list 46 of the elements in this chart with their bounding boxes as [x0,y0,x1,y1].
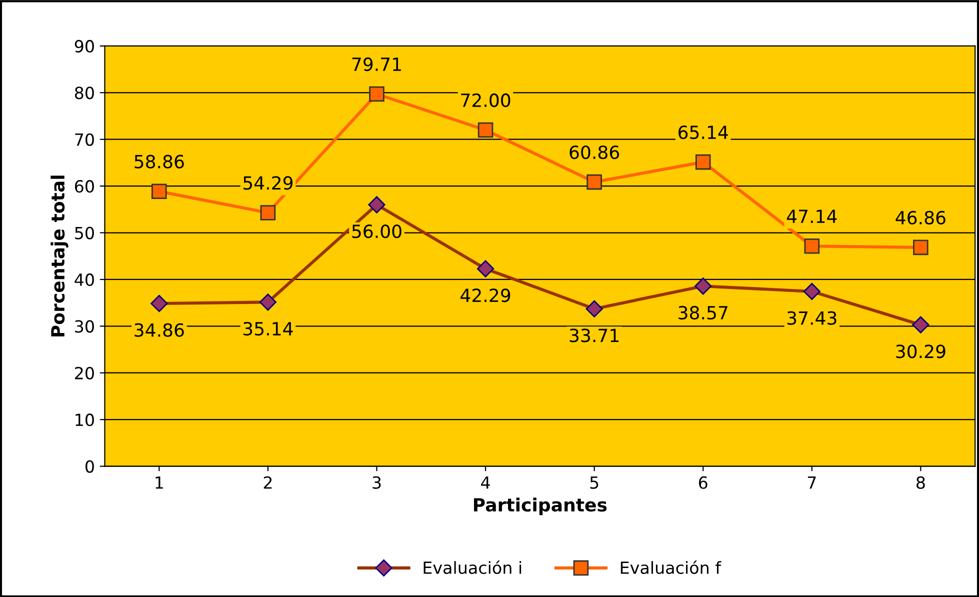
y-tick-label: 10 [76,414,94,426]
x-tick-label: 6 [698,476,708,489]
point [260,205,276,220]
y-tick-label: 20 [75,366,94,380]
data-label: 65.14 [678,125,728,140]
x-tick-label: 5 [590,476,598,489]
point [913,240,928,256]
x-axis-title: Participantes [474,498,607,516]
legend-label: Evaluación f [620,560,722,574]
x-tick-label: 1 [156,476,163,489]
y-tick-label: 0 [86,460,94,473]
data-label: 58.86 [134,154,184,168]
data-label: 46.86 [896,210,946,224]
y-tick-label: 60 [74,180,94,193]
point [478,122,494,138]
point [369,86,384,102]
y-tick-label: 80 [74,86,94,100]
x-tick-label: 4 [481,476,490,489]
y-tick-label: 50 [75,226,94,240]
y-tick-label: 90 [74,40,94,53]
data-label: 60.86 [570,145,620,160]
data-label: 56.00 [352,224,402,238]
data-label: 42.29 [460,288,510,302]
legend-label: Evaluación i [424,560,522,574]
data-label: 38.57 [678,306,728,320]
y-tick-label: 70 [75,133,94,146]
data-label: 47.14 [786,210,837,223]
y-axis-title: Porcentaje total [50,176,68,336]
point [804,238,820,254]
x-tick-label: 7 [808,476,816,489]
data-label: 54.29 [243,176,293,190]
data-label: 79.71 [352,57,401,72]
data-label: 34.86 [134,323,184,337]
data-label: 35.14 [243,322,293,336]
data-label: 72.00 [461,93,510,108]
point [586,174,602,190]
y-tick-label: 30 [75,320,94,333]
x-tick-label: 2 [264,476,272,489]
x-tick-label: 8 [916,476,925,489]
x-tick-label: 3 [372,476,381,489]
data-label: 37.43 [787,311,836,325]
data-label: 30.29 [896,344,946,358]
data-label: 33.71 [570,328,618,342]
point [695,154,711,170]
point [152,184,167,200]
y-tick-label: 40 [74,273,94,286]
